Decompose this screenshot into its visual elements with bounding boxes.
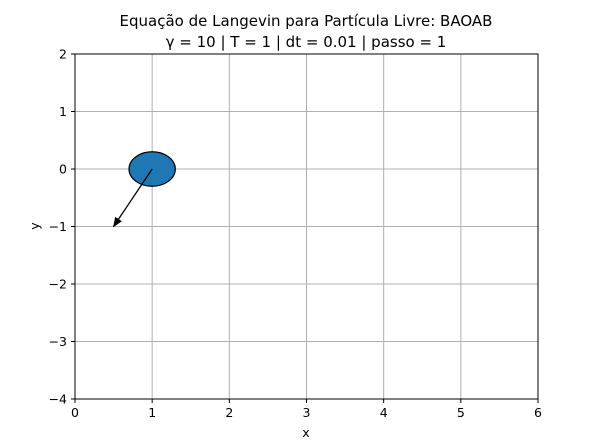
- x-tick-label: 3: [303, 405, 311, 420]
- chart-subtitle: γ = 10 | T = 1 | dt = 0.01 | passo = 1: [166, 33, 447, 51]
- x-tick-label: 1: [148, 405, 156, 420]
- y-tick-label: −4: [49, 392, 67, 407]
- x-tick-label: 4: [380, 405, 388, 420]
- y-tick-label: 1: [59, 104, 67, 119]
- plot-frame: [74, 53, 539, 400]
- x-tick-label: 5: [457, 405, 465, 420]
- x-tick-label: 6: [534, 405, 542, 420]
- y-tick-label: 0: [59, 162, 67, 177]
- particle: [128, 151, 176, 187]
- y-axis-label: y: [27, 222, 42, 230]
- y-tick-label: −2: [49, 277, 67, 292]
- plot-marks: [113, 151, 176, 228]
- velocity-arrow: [113, 168, 153, 228]
- y-tick-label: −3: [49, 334, 67, 349]
- y-tick-label: 2: [59, 47, 67, 62]
- y-tick-label: −1: [49, 219, 67, 234]
- axis-ticks: 0 1 2 3 4 5 6 2 1 0 −1 −2 −3 −4: [49, 47, 542, 421]
- x-tick-label: 2: [225, 405, 233, 420]
- grid: [74, 53, 539, 400]
- chart-title: Equação de Langevin para Partícula Livre…: [120, 12, 493, 30]
- x-axis-label: x: [302, 425, 309, 440]
- x-tick-label: 0: [71, 405, 79, 420]
